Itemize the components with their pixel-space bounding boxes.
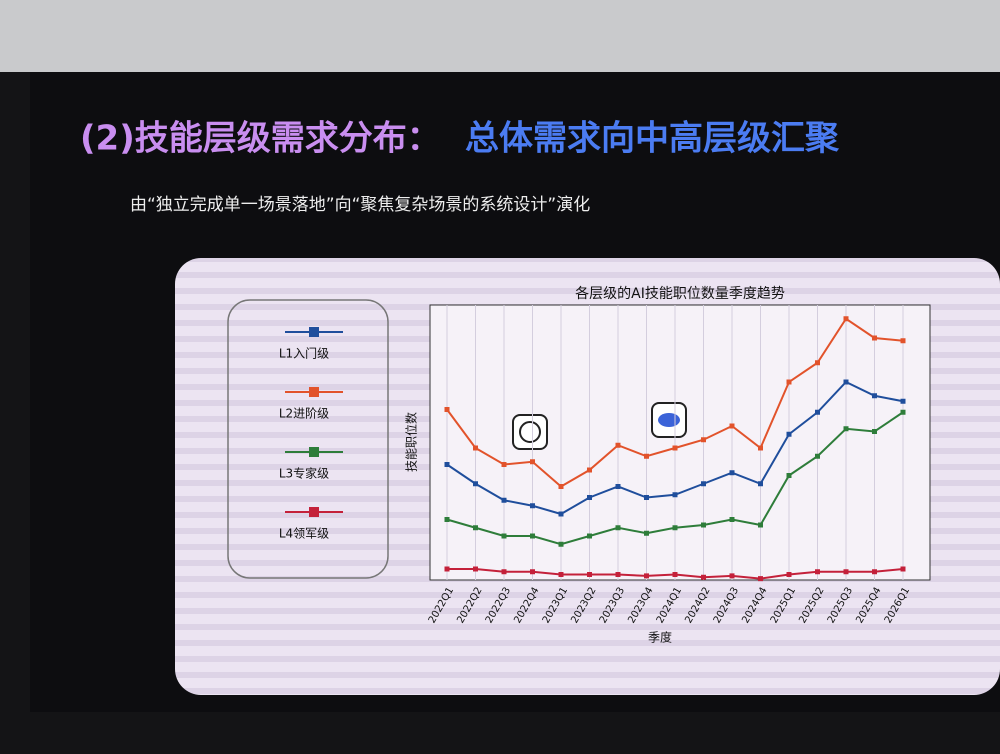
legend-marker (309, 507, 319, 517)
data-point (786, 431, 792, 437)
data-point (444, 407, 450, 412)
data-point (701, 522, 706, 528)
data-point (444, 517, 450, 522)
data-point (587, 533, 592, 539)
data-point (615, 442, 621, 448)
data-point (786, 379, 792, 385)
title-part1: (2)技能层级需求分布： (80, 119, 441, 159)
data-point (530, 569, 535, 575)
legend-marker (309, 387, 319, 397)
data-point (758, 522, 763, 528)
data-point (815, 453, 820, 459)
data-point (644, 495, 649, 500)
data-point (900, 409, 906, 415)
legend-label: L2进阶级 (279, 407, 329, 421)
data-point (444, 462, 450, 467)
legend-label: L4领军级 (279, 527, 329, 541)
data-point (587, 467, 592, 473)
legend-marker (309, 327, 319, 337)
data-point (843, 426, 849, 432)
data-point (587, 572, 592, 577)
legend-marker (309, 447, 319, 457)
data-point (815, 569, 820, 575)
data-point (900, 566, 906, 572)
legend-box (227, 299, 389, 579)
data-point (900, 338, 906, 344)
data-point (558, 511, 564, 517)
data-point (530, 503, 535, 509)
data-point (672, 492, 678, 498)
data-point (473, 525, 478, 531)
data-point (672, 572, 678, 577)
data-point (701, 481, 706, 487)
data-point (786, 572, 792, 577)
data-point (672, 445, 678, 451)
data-point (587, 495, 592, 500)
data-point (615, 525, 621, 531)
y-axis-label: 技能职位数 (404, 412, 419, 472)
chatgpt-icon (512, 414, 548, 450)
data-point (672, 525, 678, 531)
data-point (815, 360, 820, 366)
data-point (473, 566, 478, 572)
legend-label: L1入门级 (279, 346, 329, 361)
data-point (530, 459, 535, 465)
data-point (444, 566, 450, 572)
data-point (758, 445, 763, 451)
data-point (501, 462, 507, 467)
data-point (843, 379, 849, 385)
data-point (872, 569, 877, 575)
data-point (815, 409, 820, 415)
data-point (729, 423, 735, 429)
data-point (501, 497, 507, 503)
title-part2: 总体需求向中高层级汇聚 (465, 119, 840, 159)
data-point (900, 398, 906, 404)
data-point (558, 572, 564, 577)
plot-area (429, 304, 931, 581)
data-point (558, 541, 564, 547)
data-point (644, 530, 649, 536)
data-point (701, 574, 706, 580)
data-point (872, 393, 877, 399)
data-point (843, 316, 849, 322)
data-point (872, 335, 877, 341)
data-point (701, 437, 706, 443)
subtitle: 由“独立完成单一场景落地”向“聚焦复杂场景的系统设计”演化 (130, 195, 590, 215)
data-point (473, 445, 478, 451)
x-axis-label: 季度 (648, 630, 672, 645)
data-point (501, 533, 507, 539)
data-point (530, 533, 535, 539)
deepseek-icon (651, 402, 687, 438)
data-point (729, 470, 735, 476)
data-point (644, 573, 649, 579)
data-point (758, 481, 763, 487)
data-point (786, 473, 792, 478)
data-point (872, 429, 877, 434)
data-point (473, 481, 478, 487)
data-point (501, 569, 507, 575)
data-point (644, 453, 649, 459)
wall (0, 0, 1000, 72)
data-point (615, 572, 621, 577)
data-point (729, 573, 735, 579)
data-point (729, 517, 735, 522)
data-point (615, 484, 621, 489)
data-point (558, 484, 564, 489)
data-point (843, 569, 849, 575)
legend-label: L3专家级 (279, 466, 329, 481)
chart-title: 各层级的AI技能职位数量季度趋势 (575, 286, 785, 302)
data-point (758, 576, 763, 582)
